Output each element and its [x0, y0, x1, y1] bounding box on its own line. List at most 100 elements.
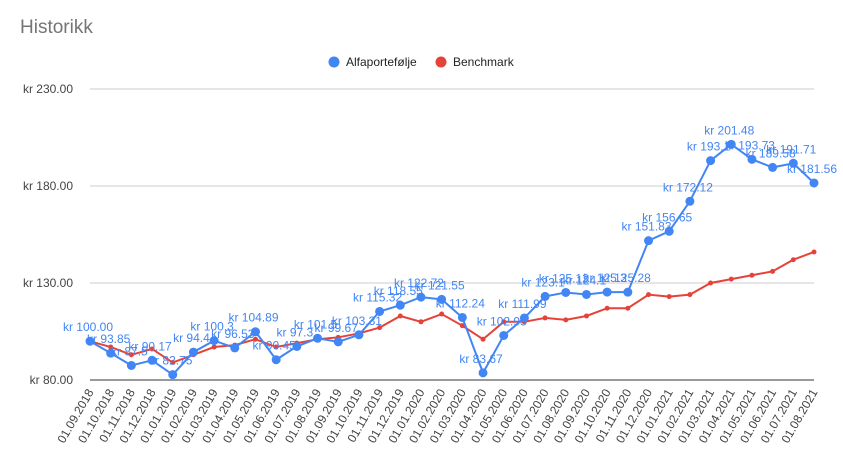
data-point[interactable] — [395, 300, 405, 310]
data-point[interactable] — [252, 336, 258, 342]
data-point[interactable] — [126, 360, 136, 370]
data-label: kr 99.67 — [315, 321, 359, 335]
data-point[interactable] — [211, 344, 217, 350]
data-point[interactable] — [250, 327, 260, 337]
data-label: kr 125.28 — [601, 271, 651, 285]
x-axis-ticks: 01.09.201801.10.201801.11.201801.12.2018… — [54, 386, 820, 445]
data-point[interactable] — [625, 305, 631, 311]
data-label: kr 87.5 — [111, 344, 148, 358]
data-label: kr 122.72 — [394, 276, 444, 290]
series-line-1 — [89, 251, 815, 364]
data-point[interactable] — [811, 249, 817, 255]
data-point[interactable] — [728, 276, 734, 282]
data-point[interactable] — [271, 355, 281, 365]
data-point[interactable] — [768, 162, 778, 172]
data-point[interactable] — [583, 313, 589, 319]
data-point[interactable] — [188, 347, 198, 357]
data-point[interactable] — [561, 287, 571, 297]
data-point[interactable] — [397, 313, 403, 319]
legend-swatch[interactable] — [435, 56, 447, 68]
data-point[interactable] — [457, 312, 467, 322]
data-label: kr 96.53 — [211, 327, 255, 341]
data-label: kr 94.4 — [173, 331, 210, 345]
data-label: kr 189.58 — [746, 146, 796, 160]
data-point[interactable] — [170, 360, 176, 366]
grid-lines — [90, 88, 814, 381]
data-point[interactable] — [726, 139, 736, 149]
legend[interactable]: Alfaportefølje Benchmark — [328, 55, 515, 69]
data-point[interactable] — [809, 178, 819, 188]
data-point[interactable] — [646, 292, 652, 298]
data-point[interactable] — [708, 280, 714, 286]
data-label: kr 191.71 — [766, 142, 816, 156]
data-point[interactable] — [333, 337, 343, 347]
data-label: kr 151.83 — [621, 220, 671, 234]
data-point[interactable] — [418, 319, 424, 325]
data-point[interactable] — [416, 292, 426, 302]
data-point[interactable] — [747, 154, 757, 164]
series-lines — [85, 139, 819, 380]
data-point[interactable] — [354, 330, 364, 340]
y-tick-label: kr 230.00 — [23, 82, 73, 96]
data-point[interactable] — [128, 352, 134, 358]
data-point[interactable] — [581, 289, 591, 299]
data-point[interactable] — [770, 268, 776, 274]
data-label: kr 193.73 — [725, 138, 775, 152]
data-point[interactable] — [149, 346, 155, 352]
data-point[interactable] — [499, 330, 509, 340]
data-point[interactable] — [459, 323, 465, 329]
data-point[interactable] — [542, 315, 548, 321]
data-point[interactable] — [480, 336, 486, 342]
data-point[interactable] — [664, 226, 674, 236]
legend-label[interactable]: Benchmark — [453, 55, 515, 69]
data-point[interactable] — [706, 156, 716, 166]
legend-label[interactable]: Alfaportefølje — [346, 55, 417, 69]
data-point[interactable] — [375, 306, 385, 316]
data-label: kr 124.1 — [563, 273, 607, 287]
data-point[interactable] — [687, 292, 693, 298]
data-point[interactable] — [644, 236, 654, 246]
data-label: kr 103.31 — [332, 314, 382, 328]
data-point[interactable] — [437, 294, 447, 304]
data-label: kr 97.3 — [277, 325, 314, 339]
data-point[interactable] — [540, 291, 550, 301]
data-point[interactable] — [604, 305, 610, 311]
data-point[interactable] — [563, 317, 569, 323]
data-label: kr 82.75 — [149, 354, 193, 368]
data-point[interactable] — [85, 336, 95, 346]
legend-swatch[interactable] — [328, 56, 340, 68]
data-point[interactable] — [273, 344, 279, 350]
data-label: kr 123.1 — [521, 275, 565, 289]
data-point[interactable] — [602, 287, 612, 297]
data-label: kr 93.85 — [87, 332, 131, 346]
data-point[interactable] — [501, 319, 507, 325]
data-point[interactable] — [439, 311, 445, 317]
data-label: kr 121.55 — [415, 278, 465, 292]
data-point[interactable] — [230, 343, 240, 353]
data-point[interactable] — [478, 368, 488, 378]
data-point[interactable] — [666, 294, 672, 300]
data-point[interactable] — [519, 313, 529, 323]
data-label: kr 104.89 — [228, 311, 278, 325]
data-point[interactable] — [749, 272, 755, 278]
data-point[interactable] — [623, 287, 633, 297]
data-point[interactable] — [108, 344, 114, 350]
data-point[interactable] — [790, 257, 796, 263]
data-label: kr 90.45 — [252, 339, 296, 353]
y-tick-label: kr 180.00 — [23, 179, 73, 193]
data-point[interactable] — [788, 158, 798, 168]
data-point[interactable] — [147, 355, 157, 365]
data-point[interactable] — [313, 333, 323, 343]
data-point[interactable] — [292, 341, 302, 351]
data-point[interactable] — [106, 348, 116, 358]
data-point[interactable] — [377, 325, 383, 331]
data-label: kr 111.99 — [498, 297, 547, 311]
data-label: kr 112.24 — [436, 296, 485, 310]
y-tick-label: kr 80.00 — [30, 373, 74, 387]
data-point[interactable] — [168, 370, 178, 380]
data-point[interactable] — [685, 196, 695, 206]
data-point[interactable] — [209, 336, 219, 346]
chart-title: Historikk — [20, 17, 93, 38]
